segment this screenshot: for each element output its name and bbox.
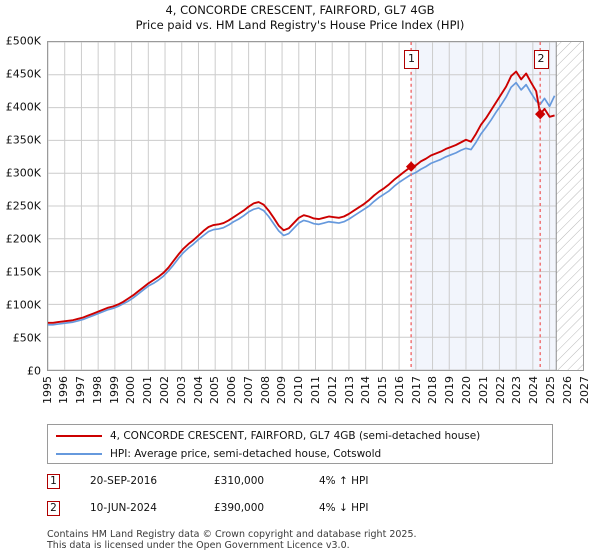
y-axis-tick-label: £300K: [5, 166, 41, 180]
chart-legend: 4, CONCORDE CRESCENT, FAIRFORD, GL7 4GB …: [47, 424, 553, 464]
x-axis-tick-label: 2022: [493, 376, 507, 404]
x-axis-tick-label: 2002: [157, 376, 171, 404]
transaction-index-badge: 2: [47, 501, 60, 516]
footer-licence: This data is licensed under the Open Gov…: [47, 540, 350, 551]
y-axis-tick-label: £250K: [5, 199, 41, 213]
marker-callout-1[interactable]: 1: [403, 50, 419, 69]
y-axis-tick-label: £350K: [5, 133, 41, 147]
page-title: 4, CONCORDE CRESCENT, FAIRFORD, GL7 4GB …: [0, 3, 600, 33]
x-axis-tick-label: 2016: [392, 376, 406, 404]
x-axis-tick-label: 2007: [241, 376, 255, 404]
x-axis-tick-label: 2024: [527, 376, 541, 404]
legend-item-property: 4, CONCORDE CRESCENT, FAIRFORD, GL7 4GB …: [56, 427, 480, 445]
x-axis-tick-label: 1996: [57, 376, 71, 404]
transaction-index-badge: 1: [47, 474, 60, 489]
x-axis-tick-label: 2014: [359, 376, 373, 404]
y-axis-labels: £0 £50K £100K £150K £200K £250K £300K £350K £400…: [0, 36, 45, 377]
x-axis-tick-label: 2008: [258, 376, 272, 404]
x-axis-tick-label: 2006: [225, 376, 239, 404]
y-axis-tick-label: £200K: [5, 232, 41, 246]
y-axis-tick-label: £150K: [5, 265, 41, 279]
transaction-price: £390,000: [214, 502, 265, 514]
plot-area: [47, 41, 584, 371]
x-axis-tick-label: 2003: [174, 376, 188, 404]
x-axis-tick-label: 2005: [208, 376, 222, 404]
x-axis-tick-label: 1998: [90, 376, 104, 404]
x-axis-tick-label: 2027: [577, 376, 591, 404]
x-axis-tick-label: 2013: [342, 376, 356, 404]
attribution-footer: Contains HM Land Registry data © Crown c…: [47, 529, 587, 551]
y-axis-tick-label: £50K: [12, 331, 41, 345]
transaction-hpi-delta: 4% ↓ HPI: [319, 502, 369, 514]
legend-swatch-property: [56, 435, 102, 437]
x-axis-labels: 1995 1996 1997 1998 1999 2000 2001 2002 2003 2004…: [41, 374, 591, 420]
x-axis-tick-label: 1995: [40, 376, 54, 404]
x-axis-tick-label: 2025: [543, 376, 557, 404]
transaction-price: £310,000: [214, 475, 265, 487]
x-axis-tick-label: 2004: [191, 376, 205, 404]
legend-label-hpi: HPI: Average price, semi-detached house,…: [110, 448, 382, 460]
x-axis-tick-label: 2021: [476, 376, 490, 404]
x-axis-tick-label: 2017: [409, 376, 423, 404]
legend-swatch-hpi: [56, 453, 102, 455]
transaction-date: 20-SEP-2016: [90, 475, 158, 487]
title-address: 4, CONCORDE CRESCENT, FAIRFORD, GL7 4GB: [165, 3, 435, 17]
x-axis-tick-label: 2009: [275, 376, 289, 404]
x-axis-tick-label: 2012: [325, 376, 339, 404]
x-axis-tick-label: 2000: [124, 376, 138, 404]
title-subtitle: Price paid vs. HM Land Registry's House …: [135, 18, 465, 32]
x-axis-tick-label: 1999: [107, 376, 121, 404]
legend-item-hpi: HPI: Average price, semi-detached house,…: [56, 445, 381, 463]
y-axis-tick-label: £400K: [5, 100, 41, 114]
x-axis-tick-label: 2011: [309, 376, 322, 404]
x-axis-tick-label: 2010: [292, 376, 306, 404]
x-axis-tick-label: 2015: [376, 376, 390, 404]
plot-svg: [48, 42, 583, 370]
y-axis-tick-label: £500K: [5, 34, 41, 48]
y-axis-tick-label: £0: [27, 364, 41, 378]
transaction-date: 10-JUN-2024: [90, 502, 157, 514]
legend-label-property: 4, CONCORDE CRESCENT, FAIRFORD, GL7 4GB …: [110, 430, 481, 442]
y-axis-tick-label: £100K: [5, 298, 41, 312]
x-axis-tick-label: 2018: [426, 376, 440, 404]
x-axis-tick-label: 2019: [443, 376, 457, 404]
footer-copyright: Contains HM Land Registry data © Crown c…: [47, 529, 417, 540]
transaction-hpi-delta: 4% ↑ HPI: [319, 475, 369, 487]
x-axis-tick-label: 2001: [141, 376, 155, 404]
x-axis-tick-label: 2026: [560, 376, 574, 404]
x-axis-tick-label: 1997: [74, 376, 88, 404]
y-axis-tick-label: £450K: [5, 67, 41, 81]
x-axis-tick-label: 2023: [510, 376, 524, 404]
x-axis-tick-label: 2020: [460, 376, 474, 404]
marker-callout-2[interactable]: 2: [533, 50, 549, 69]
